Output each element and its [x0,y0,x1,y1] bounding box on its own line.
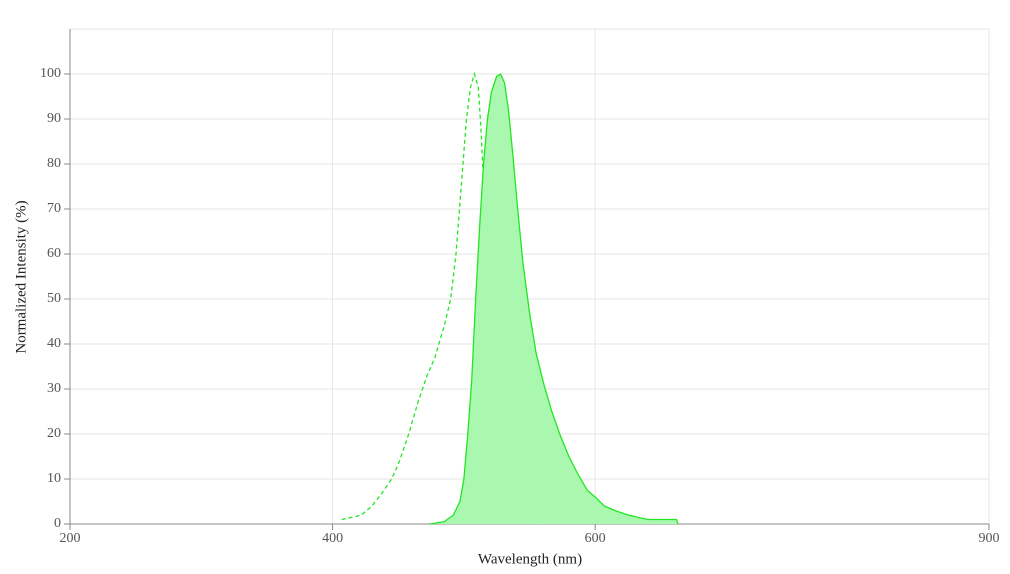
y-tick-label: 70 [47,201,61,216]
y-tick-label: 30 [47,381,61,396]
y-tick-label: 0 [54,516,61,531]
x-tick-label: 900 [979,531,1000,546]
x-tick-label: 600 [585,531,606,546]
y-tick-label: 90 [47,111,61,126]
x-tick-label: 200 [60,531,81,546]
y-tick-label: 100 [40,66,61,81]
y-tick-label: 20 [47,426,61,441]
y-tick-label: 10 [47,471,61,486]
y-tick-label: 40 [47,336,61,351]
x-tick-label: 400 [322,531,343,546]
y-tick-label: 80 [47,156,61,171]
spectrum-area [429,73,679,525]
y-axis-title: Normalized Intensity (%) [13,200,29,353]
y-tick-label: 60 [47,246,61,261]
y-tick-label: 50 [47,291,61,306]
x-axis-title: Wavelength (nm) [478,551,582,567]
